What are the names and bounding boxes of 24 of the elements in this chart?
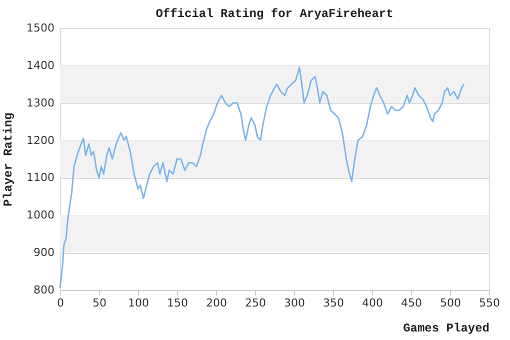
chart-title: Official Rating for AryaFireheart — [156, 7, 394, 21]
x-tick-label: 50 — [92, 296, 106, 310]
x-tick-label: 150 — [167, 296, 188, 310]
x-tick-label: 250 — [245, 296, 266, 310]
y-tick-label: 800 — [34, 284, 54, 296]
y-tick-label: 1000 — [26, 208, 54, 222]
y-tick-label: 1400 — [26, 58, 54, 72]
y-tick-label: 900 — [34, 246, 54, 260]
x-tick-label: 350 — [323, 296, 344, 310]
y-tick-label: 1100 — [26, 171, 54, 184]
x-axis-title: Games Played — [403, 322, 490, 336]
x-tick-label: 400 — [362, 296, 383, 310]
x-tick-label: 100 — [128, 296, 149, 310]
y-axis-title: Player Rating — [2, 112, 16, 206]
x-tick-label: 0 — [57, 296, 64, 310]
x-tick-label: 550 — [479, 296, 500, 310]
line-series — [59, 66, 465, 289]
x-tick-label: 500 — [440, 296, 461, 310]
x-tick-label: 450 — [401, 296, 422, 310]
y-tick-label: 1300 — [26, 96, 54, 110]
y-tick-label: 1200 — [26, 134, 54, 147]
x-tick-label: 300 — [284, 296, 305, 310]
y-tick-label: 1500 — [26, 22, 54, 34]
x-tick-label: 200 — [206, 296, 227, 310]
